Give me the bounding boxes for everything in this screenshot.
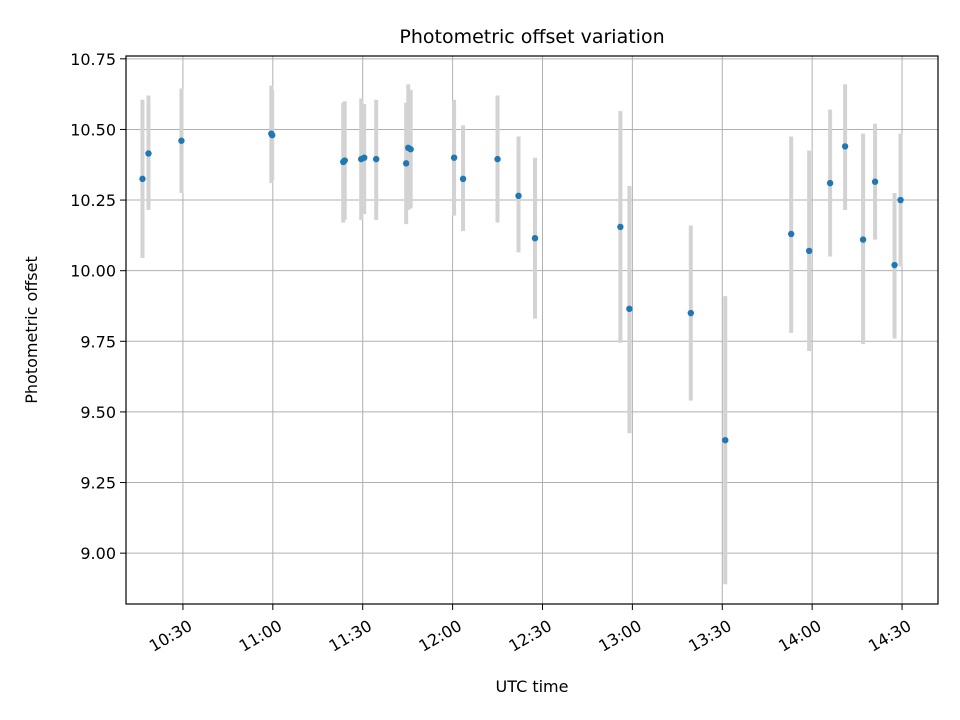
data-point (722, 436, 729, 444)
data-point (871, 178, 879, 185)
data-point (178, 137, 185, 144)
data-point (787, 230, 795, 238)
data-point (826, 179, 834, 187)
data-point (450, 154, 458, 161)
data-point (407, 146, 414, 153)
data-point (626, 305, 633, 313)
data-point (897, 196, 904, 204)
data-points (139, 130, 904, 444)
y-axis-ticks: 9.00 9.25 9.50 9.75 10.00 10.25 10.50 10.75 (70, 50, 126, 563)
y-tick-label: 9.25 (80, 474, 116, 493)
data-point (841, 143, 849, 150)
data-point (361, 154, 368, 161)
data-point (531, 234, 539, 242)
y-axis-title: Photometric offset (22, 256, 41, 404)
y-tick-label: 9.50 (80, 403, 116, 422)
data-point (515, 192, 522, 200)
data-point (269, 131, 276, 139)
y-tick-label: 10.25 (70, 191, 116, 210)
y-tick-label: 10.75 (70, 50, 116, 69)
y-tick-label: 9.75 (80, 332, 116, 351)
data-point (145, 150, 152, 157)
data-point (859, 236, 867, 243)
data-point (687, 309, 695, 317)
data-point (494, 155, 501, 163)
plot-frame (125, 55, 939, 605)
data-point (341, 157, 348, 164)
y-tick-label: 10.50 (70, 120, 116, 139)
data-point (139, 175, 146, 183)
chart-title: Photometric offset variation (399, 26, 664, 48)
data-point (617, 223, 624, 231)
data-point (372, 155, 380, 163)
data-point (805, 247, 813, 255)
y-tick-label: 10.00 (70, 262, 116, 281)
data-point (402, 160, 410, 167)
data-point (891, 261, 898, 269)
data-point (459, 175, 467, 183)
x-axis-title: UTC time (496, 677, 569, 696)
y-tick-label: 9.00 (80, 544, 116, 563)
